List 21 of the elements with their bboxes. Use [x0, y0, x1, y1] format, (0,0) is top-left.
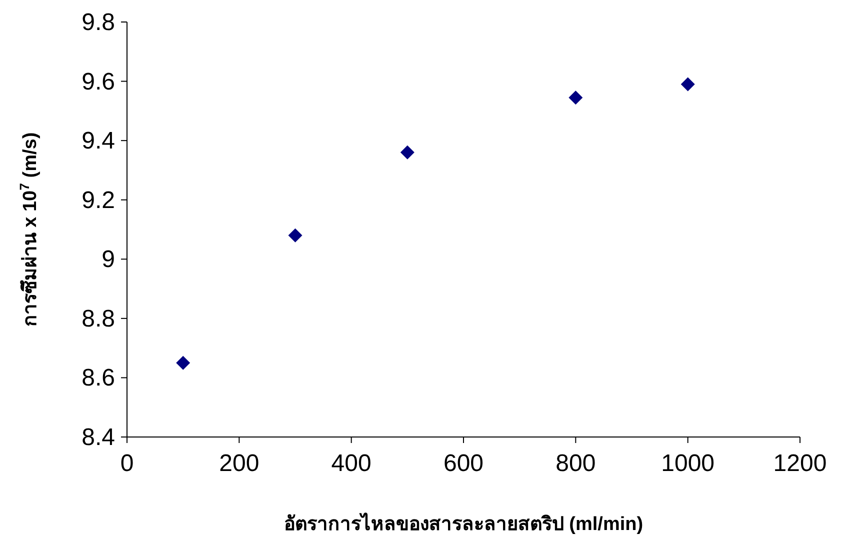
y-tick-label: 9.8	[82, 9, 115, 36]
y-tick-label: 8.6	[82, 364, 115, 392]
y-tick-label: 8.4	[82, 424, 115, 451]
x-tick-label: 800	[556, 450, 596, 477]
x-tick-label: 1000	[661, 450, 715, 477]
y-tick-label: 9.2	[82, 186, 115, 214]
x-tick-label: 1200	[773, 450, 827, 477]
point	[680, 77, 695, 92]
y-tick-label: 9.4	[82, 128, 115, 155]
x-tick-label: 200	[219, 450, 260, 477]
point	[568, 90, 583, 105]
point	[288, 228, 302, 242]
x-tick-label: 400	[331, 450, 372, 477]
x-tick-label: 0	[120, 450, 134, 477]
point	[176, 356, 190, 370]
point	[400, 145, 414, 160]
y-tick-label: 8.8	[82, 305, 115, 332]
x-tick-label: 600	[443, 450, 484, 477]
x-axis-title: อัตราการไหลของสารละลายสตริป (ml/min)	[284, 512, 644, 535]
y-tick-label: 9.6	[82, 68, 115, 96]
y-tick-label: 9	[102, 246, 115, 274]
